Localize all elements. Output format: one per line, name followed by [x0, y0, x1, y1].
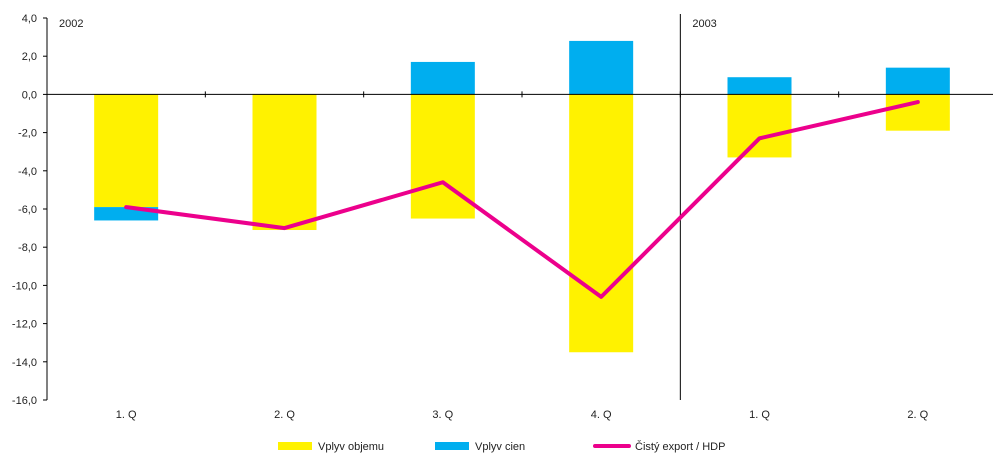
- line-point: [284, 227, 285, 229]
- bar-vplyv-objemu-0: [94, 94, 159, 208]
- y-tick-label: -8,0: [18, 242, 37, 254]
- bar-vplyv-cien-3: [569, 40, 634, 95]
- line--ist-export-hdp: [124, 100, 920, 299]
- x-tick-label: 4. Q: [591, 409, 612, 421]
- y-tick-label: -12,0: [12, 319, 37, 331]
- x-tick-label: 3. Q: [432, 409, 453, 421]
- bar-vplyv-cien-5: [885, 67, 950, 95]
- year-label: 2002: [59, 18, 83, 30]
- y-tick-label: -14,0: [12, 357, 37, 369]
- y-tick-label: -2,0: [18, 128, 37, 140]
- bar-vplyv-objemu-1: [252, 94, 317, 231]
- legend-swatch: [278, 442, 312, 450]
- bar-vplyv-objemu-3: [569, 94, 634, 353]
- line-point: [125, 206, 127, 208]
- bar-vplyv-objemu-4: [727, 94, 792, 158]
- bar-vplyv-objemu-5: [885, 94, 950, 131]
- x-tick-label: 2. Q: [907, 409, 928, 421]
- legend-label: Čistý export / HDP: [635, 440, 725, 453]
- x-tick-label: 1. Q: [749, 409, 770, 421]
- legend-label: Vplyv cien: [475, 441, 525, 453]
- bar-vplyv-cien-4: [727, 77, 792, 95]
- bar-vplyv-cien-2: [410, 61, 475, 95]
- line-point: [759, 137, 760, 139]
- y-tick-label: -16,0: [12, 395, 37, 407]
- y-tick-label: -4,0: [18, 166, 37, 178]
- year-label: 2003: [692, 18, 716, 30]
- legend-swatch: [435, 442, 469, 450]
- x-tick-label: 2. Q: [274, 409, 295, 421]
- x-tick-label: 1. Q: [116, 409, 137, 421]
- y-tick-label: 2,0: [22, 51, 37, 63]
- legend-label: Vplyv objemu: [318, 441, 384, 453]
- y-tick-label: 4,0: [22, 13, 37, 25]
- y-tick-label: -6,0: [18, 204, 37, 216]
- line-point: [917, 101, 919, 103]
- line-point: [442, 181, 444, 183]
- y-tick-label: -10,0: [12, 280, 37, 292]
- line-point: [600, 296, 602, 298]
- y-tick-label: 0,0: [22, 89, 37, 101]
